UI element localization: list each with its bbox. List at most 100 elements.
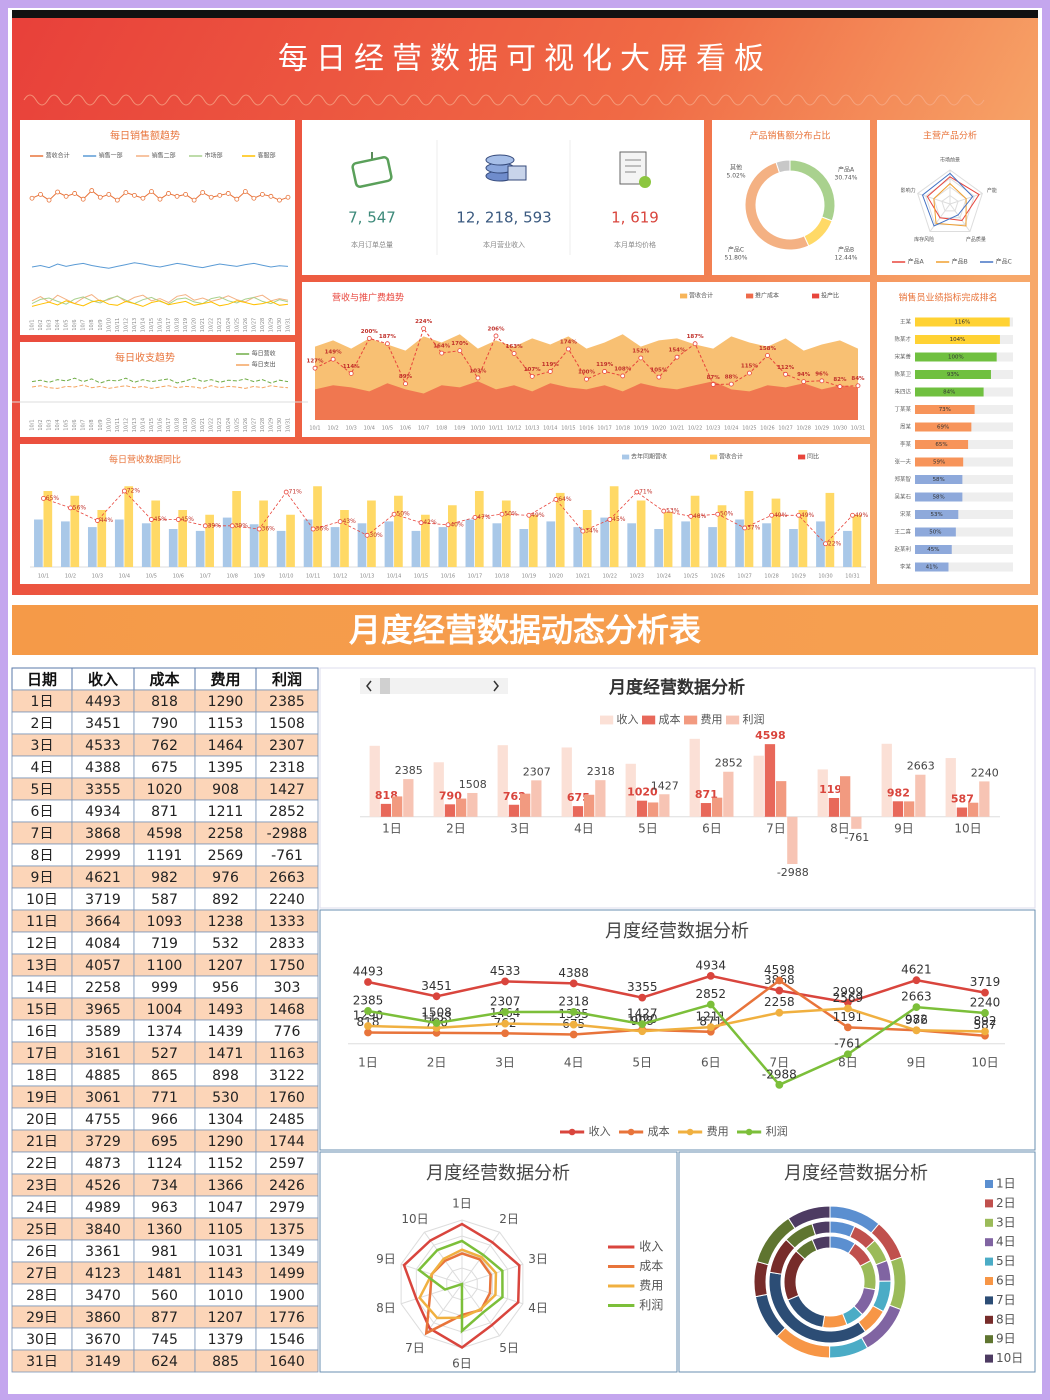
legend-label: 营收合计: [689, 292, 713, 300]
x-tick-label: 10/15: [149, 318, 155, 332]
cell-text: 982: [151, 870, 178, 886]
legend-swatch: [600, 715, 614, 725]
cell-text: 1143: [208, 1266, 244, 1282]
data-label: 158%: [759, 346, 776, 352]
bar: [735, 519, 744, 567]
cell-text: 10日: [26, 892, 58, 908]
cell-text: 1760: [269, 1090, 305, 1106]
point: [217, 192, 223, 198]
bar: [636, 800, 648, 817]
bar: [787, 816, 798, 865]
x-tick-label: 10/25: [683, 574, 697, 580]
x-tick-label: 10/7: [81, 419, 87, 430]
data-label: 2663: [901, 990, 932, 1004]
bar: [689, 738, 700, 817]
panel: [302, 120, 704, 275]
column-header: 日期: [27, 671, 57, 689]
point: [843, 1004, 852, 1013]
slice-label: 产品B: [838, 246, 854, 254]
x-tick-label: 10/19: [634, 426, 648, 432]
banner: [12, 605, 1038, 655]
x-tick-label: 10/15: [414, 574, 428, 580]
x-tick-label: 10/16: [158, 418, 164, 432]
cell-text: 776: [274, 1024, 301, 1040]
cell-text: 1900: [269, 1288, 305, 1304]
x-tick-label: 10/19: [522, 574, 536, 580]
cell-text: 1366: [208, 1178, 244, 1194]
x-tick-label: 10/29: [815, 426, 829, 432]
data-label: 1191: [833, 1010, 864, 1024]
data-label: 149%: [325, 350, 342, 356]
cell-text: 734: [151, 1178, 178, 1194]
cell-text: 2833: [269, 936, 305, 952]
cell-text: 4989: [85, 1200, 121, 1216]
data-label: 93%: [947, 372, 959, 378]
bar: [945, 758, 956, 817]
point: [843, 1023, 852, 1032]
data-label: 2258: [764, 995, 795, 1009]
slice-label: 产品C: [728, 246, 744, 254]
bar: [392, 796, 403, 817]
data-label: -761: [834, 1037, 861, 1051]
cell-text: 14日: [26, 980, 58, 996]
cell-text: 18日: [26, 1068, 58, 1084]
bar: [915, 422, 972, 432]
x-tick-label: 10/27: [737, 574, 751, 580]
cell-text: 1333: [269, 914, 305, 930]
x-tick-label: 10/8: [227, 574, 238, 580]
y-tick-label: 陈某卫: [894, 370, 911, 378]
x-tick-label: 10/27: [251, 418, 257, 432]
cell-text: 2385: [269, 694, 305, 710]
bar: [595, 780, 606, 817]
point: [366, 335, 372, 341]
data-label: 50%: [720, 511, 734, 518]
legend-label: 每日营收: [252, 350, 276, 358]
bar-track: [915, 545, 1013, 554]
data-label: 127%: [307, 359, 324, 365]
x-tick-label: 10/8: [89, 319, 95, 330]
cell-text: 1427: [269, 782, 305, 798]
bar: [394, 495, 403, 567]
point: [364, 978, 372, 986]
point: [175, 517, 181, 522]
point: [364, 532, 370, 538]
point: [148, 517, 154, 522]
cell-text: 790: [151, 716, 178, 732]
radar-series: [921, 172, 974, 227]
point: [742, 525, 748, 531]
x-tick-label: 10/26: [243, 318, 249, 332]
slice-value: 51.80%: [725, 255, 748, 262]
legend-label: 利润: [743, 712, 765, 726]
data-label: 119%: [596, 362, 613, 368]
bar: [501, 500, 511, 567]
data-label: 2663: [907, 760, 935, 773]
bar: [915, 335, 1000, 344]
x-tick-label: 4日: [574, 821, 594, 835]
chart-title: 每日销售额趋势: [110, 129, 180, 142]
x-tick-label: 6日: [702, 821, 722, 835]
point: [68, 505, 73, 511]
cell-text: 30日: [26, 1332, 58, 1348]
bar: [249, 524, 259, 567]
donut-segment: [811, 1220, 831, 1236]
bar: [508, 804, 520, 817]
point: [364, 1028, 372, 1037]
bar: [851, 816, 862, 829]
point: [775, 1008, 784, 1017]
legend-swatch: [812, 293, 820, 299]
point: [418, 520, 424, 526]
point: [855, 383, 861, 389]
scrollbar[interactable]: [360, 678, 508, 694]
point: [439, 350, 445, 356]
cell-text: 17日: [26, 1046, 58, 1062]
banner-title: 月度经营数据动态分析表: [349, 611, 701, 649]
point: [283, 489, 289, 495]
point: [38, 191, 43, 197]
data-label: 47%: [477, 514, 491, 521]
bar: [519, 529, 529, 567]
cell-text: 4388: [85, 760, 121, 776]
point: [131, 192, 137, 198]
point: [547, 369, 553, 374]
data-label: 187%: [379, 334, 396, 340]
cell-text: 745: [151, 1332, 178, 1348]
